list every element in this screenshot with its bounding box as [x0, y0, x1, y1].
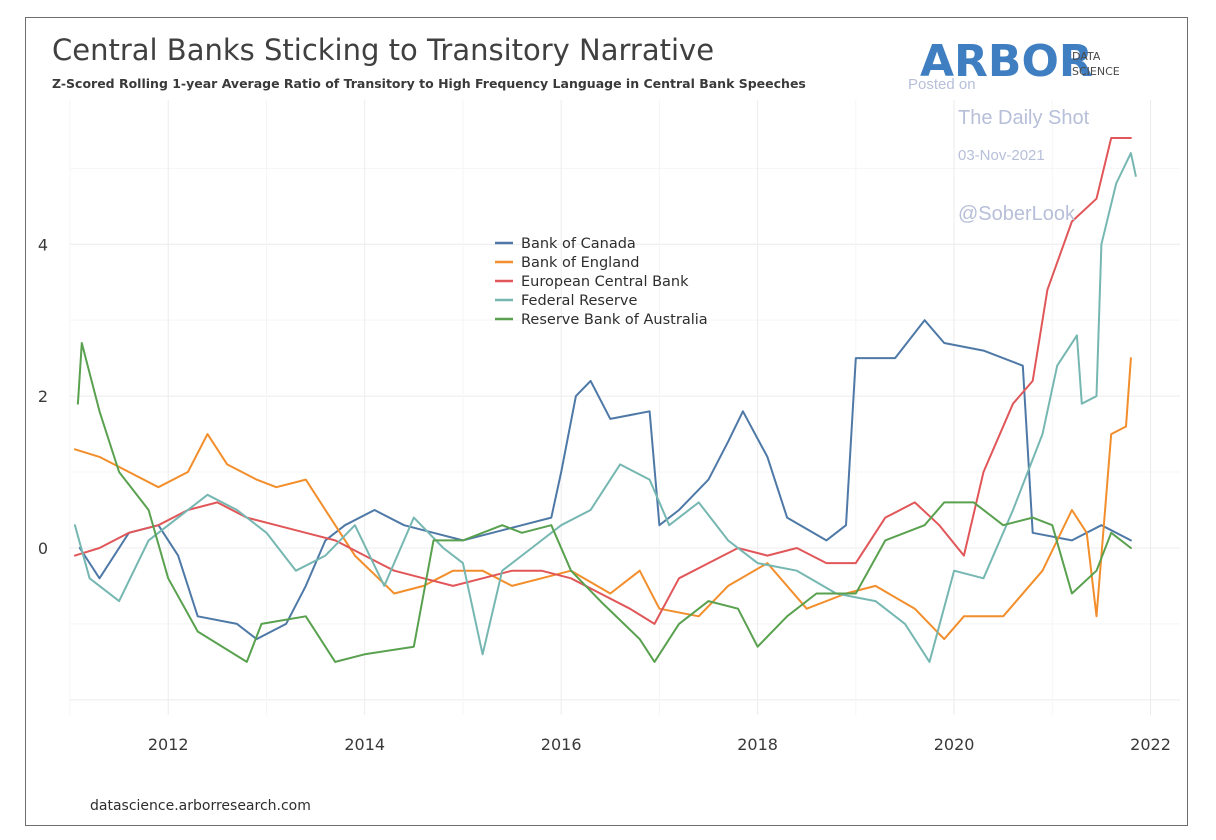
legend-label: Bank of England	[521, 255, 639, 271]
chart-subtitle: Z-Scored Rolling 1-year Average Ratio of…	[52, 76, 806, 91]
watermark-daily-shot: The Daily Shot	[958, 107, 1090, 129]
watermark-posted-on: Posted on	[908, 76, 976, 93]
y-tick-label: 0	[38, 539, 48, 558]
x-tick-label: 2018	[737, 735, 778, 754]
watermark-date: 03-Nov-2021	[958, 147, 1045, 164]
x-tick-label: 2014	[344, 735, 385, 754]
chart-frame	[25, 17, 1188, 826]
series-line-reserve-bank-of-australia	[76, 342, 1132, 663]
series-lines	[73, 137, 1137, 663]
legend-label: European Central Bank	[521, 274, 689, 290]
series-line-european-central-bank	[73, 137, 1132, 625]
y-tick-labels: 0 2 4	[38, 235, 48, 558]
x-tick-label: 2020	[934, 735, 975, 754]
chart-title: Central Banks Sticking to Transitory Nar…	[52, 33, 714, 67]
series-line-federal-reserve	[73, 152, 1137, 663]
gridlines	[69, 100, 1180, 715]
watermark-handle: @SoberLook	[958, 203, 1076, 225]
legend-label: Federal Reserve	[521, 293, 637, 309]
x-tick-label: 2012	[148, 735, 189, 754]
x-tick-label: 2022	[1130, 735, 1171, 754]
series-line-bank-of-england	[73, 357, 1132, 641]
source-text: datascience.arborresearch.com	[90, 798, 311, 814]
legend: Bank of Canada Bank of England European Ce…	[495, 236, 708, 328]
watermark: Posted on The Daily Shot 03-Nov-2021 @So…	[908, 76, 1090, 225]
x-tick-label: 2016	[541, 735, 582, 754]
legend-label: Bank of Canada	[521, 236, 636, 252]
x-tick-labels: 2012 2014 2016 2018 2020 2022	[148, 735, 1171, 754]
logo-sub-science: SCIENCE	[1072, 65, 1120, 78]
arbor-logo: ARBOR DATA SCIENCE	[920, 36, 1120, 87]
y-tick-label: 4	[38, 235, 48, 254]
logo-sub-data: DATA	[1072, 50, 1101, 63]
y-tick-label: 2	[38, 387, 48, 406]
legend-label: Reserve Bank of Australia	[521, 312, 708, 328]
logo-main: ARBOR	[920, 36, 1093, 87]
